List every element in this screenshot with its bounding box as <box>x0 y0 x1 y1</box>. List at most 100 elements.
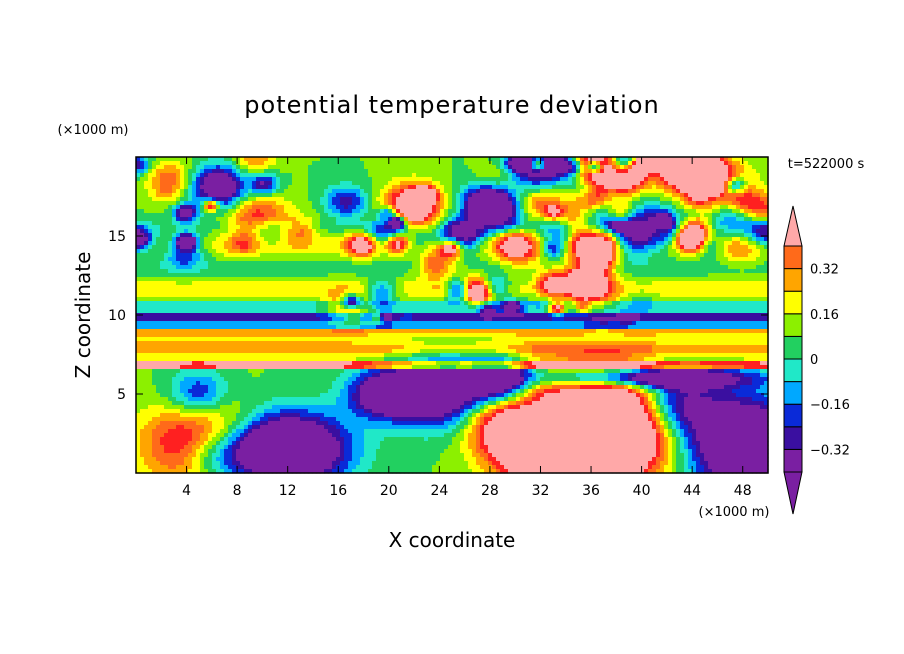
heatmap-cell <box>580 233 585 238</box>
heatmap-cell <box>156 165 161 170</box>
heatmap-cell <box>476 205 481 210</box>
heatmap-cell <box>136 221 141 226</box>
heatmap-cell <box>200 157 205 162</box>
heatmap-cell <box>620 261 625 266</box>
heatmap-cell <box>364 217 369 222</box>
heatmap-cell <box>476 281 481 286</box>
heatmap-cell <box>748 197 753 202</box>
heatmap-cell <box>504 269 509 274</box>
heatmap-cell <box>400 205 405 210</box>
heatmap-cell <box>452 225 457 230</box>
heatmap-cell <box>460 229 465 234</box>
heatmap-cell <box>316 269 321 274</box>
heatmap-cell <box>604 201 609 206</box>
heatmap-cell <box>624 233 629 238</box>
heatmap-cell <box>748 245 753 250</box>
heatmap-cell <box>484 237 489 242</box>
heatmap-cell <box>312 245 317 250</box>
heatmap-cell <box>248 173 253 178</box>
heatmap-cell <box>672 265 677 270</box>
heatmap-cell <box>388 225 393 230</box>
heatmap-cell <box>500 161 505 166</box>
heatmap-cell <box>728 185 733 190</box>
heatmap-cell <box>352 253 357 258</box>
heatmap-cell <box>264 273 269 278</box>
heatmap-cell <box>408 253 413 258</box>
heatmap-cell <box>248 277 253 282</box>
heatmap-cell <box>644 253 649 258</box>
heatmap-cell <box>660 165 665 170</box>
heatmap-cell <box>340 225 345 230</box>
heatmap-cell <box>568 181 573 186</box>
heatmap-cell <box>592 221 597 226</box>
heatmap-cell <box>468 273 473 278</box>
heatmap-cell <box>596 257 601 262</box>
heatmap-cell <box>700 241 705 246</box>
heatmap-cell <box>528 197 533 202</box>
heatmap-cell <box>552 277 557 282</box>
heatmap-cell <box>676 257 681 262</box>
heatmap-cell <box>268 237 273 242</box>
heatmap-cell <box>700 233 705 238</box>
heatmap-cell <box>576 169 581 174</box>
heatmap-cell <box>524 205 529 210</box>
heatmap-cell <box>308 165 313 170</box>
heatmap-cell <box>636 229 641 234</box>
heatmap-cell <box>240 261 245 266</box>
heatmap-cell <box>240 229 245 234</box>
heatmap-cell <box>612 217 617 222</box>
heatmap-cell <box>408 157 413 162</box>
heatmap-cell <box>576 257 581 262</box>
heatmap-cell <box>744 241 749 246</box>
heatmap-cell <box>640 245 645 250</box>
heatmap-cell <box>620 189 625 194</box>
heatmap-cell <box>584 201 589 206</box>
heatmap-cell <box>464 169 469 174</box>
heatmap-cell <box>628 209 633 214</box>
heatmap-cell <box>284 157 289 162</box>
heatmap-cell <box>644 185 649 190</box>
heatmap-cell <box>208 189 213 194</box>
heatmap-cell <box>340 245 345 250</box>
heatmap-cell <box>644 189 649 194</box>
heatmap-cell <box>548 273 553 278</box>
heatmap-cell <box>312 277 317 282</box>
heatmap-cell <box>344 177 349 182</box>
heatmap-cell <box>148 233 153 238</box>
heatmap-cell <box>384 249 389 254</box>
heatmap-cell <box>608 253 613 258</box>
heatmap-cell <box>196 189 201 194</box>
heatmap-cell <box>696 201 701 206</box>
heatmap-cell <box>248 221 253 226</box>
heatmap-cell <box>636 241 641 246</box>
heatmap-cell <box>552 193 557 198</box>
heatmap-cell <box>400 277 405 282</box>
heatmap-cell <box>480 169 485 174</box>
heatmap-cell <box>592 177 597 182</box>
heatmap-cell <box>500 217 505 222</box>
heatmap-cell <box>148 169 153 174</box>
heatmap-cell <box>172 217 177 222</box>
heatmap-cell <box>160 181 165 186</box>
heatmap-cell <box>732 165 737 170</box>
heatmap-cell <box>504 201 509 206</box>
heatmap-cell <box>380 165 385 170</box>
heatmap-cell <box>576 269 581 274</box>
heatmap-cell <box>632 161 637 166</box>
heatmap-cell <box>608 197 613 202</box>
heatmap-cell <box>492 161 497 166</box>
heatmap-cell <box>488 265 493 270</box>
heatmap-cell <box>492 169 497 174</box>
heatmap-cell <box>708 173 713 178</box>
heatmap-cell <box>568 217 573 222</box>
heatmap-cell <box>280 177 285 182</box>
heatmap-cell <box>748 277 753 282</box>
heatmap-cell <box>400 269 405 274</box>
heatmap-cell <box>376 281 381 286</box>
heatmap-cell <box>264 233 269 238</box>
heatmap-cell <box>136 193 141 198</box>
heatmap-cell <box>760 245 765 250</box>
heatmap-cell <box>764 265 769 270</box>
heatmap-cell <box>324 229 329 234</box>
heatmap-cell <box>212 205 217 210</box>
